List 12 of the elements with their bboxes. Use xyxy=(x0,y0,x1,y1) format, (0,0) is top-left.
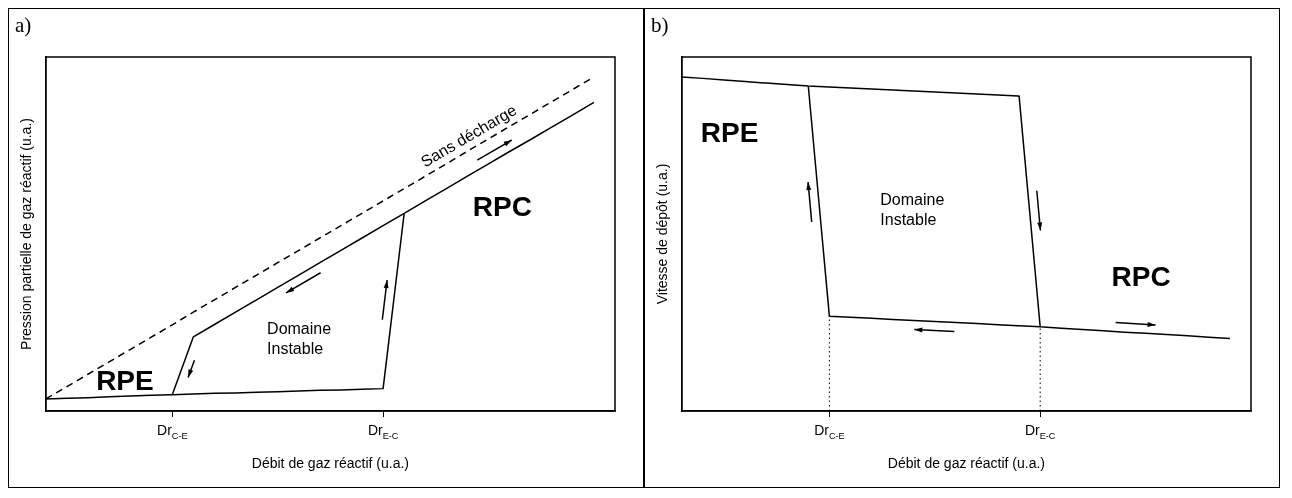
chart-title: a) xyxy=(15,13,32,38)
y-axis-title: Pression partielle de gaz réactif (u.a.) xyxy=(18,118,35,350)
annotation: RPE xyxy=(700,116,759,148)
annotation: RPC xyxy=(472,190,532,222)
y-axis-title: Vitesse de dépôt (u.a.) xyxy=(654,163,671,305)
annotation: RPC xyxy=(1111,261,1171,293)
annotation: RPE xyxy=(96,365,154,397)
x-axis-title: Débit de gaz réactif (u.a.) xyxy=(887,455,1045,472)
chart-title: b) xyxy=(651,13,669,38)
annotation: Domaine Instable xyxy=(267,319,332,357)
annotation: Domaine Instable xyxy=(880,191,945,229)
x-axis-title: Débit de gaz réactif (u.a.) xyxy=(251,455,409,472)
